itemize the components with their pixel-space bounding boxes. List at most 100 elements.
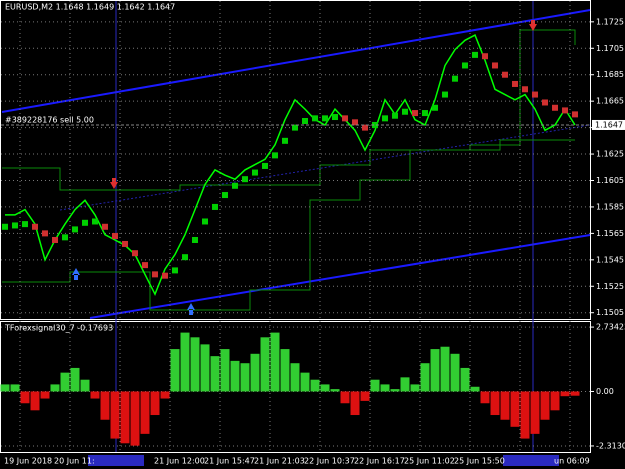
trend-point — [442, 91, 448, 98]
histogram-bar — [90, 391, 100, 399]
trend-point — [42, 230, 48, 237]
envelope-lower — [2, 139, 575, 311]
y-tick-label: 0.00 — [596, 387, 614, 396]
trend-point — [262, 162, 268, 169]
trend-point — [12, 222, 18, 229]
trend-point — [432, 104, 438, 111]
trend-point — [282, 137, 288, 144]
histogram-bar — [140, 391, 150, 434]
chart-title: EURUSD,M2 1.1648 1.1649 1.1642 1.1647 — [5, 3, 175, 12]
trend-point — [222, 192, 228, 199]
x-tick-label: 25 Jun 15:50 — [454, 457, 505, 466]
histogram-bar — [340, 391, 350, 404]
histogram-bar — [550, 391, 560, 411]
trend-point — [62, 234, 68, 241]
buy-arrow — [72, 268, 80, 280]
trend-point — [332, 114, 338, 121]
trend-point — [152, 271, 158, 278]
trend-point — [532, 91, 538, 98]
trend-point — [242, 176, 248, 183]
histogram-bar — [280, 349, 290, 392]
x-tick-label: 25 Jun 11:02 — [404, 457, 455, 466]
x-tick-label: 19 Jun 2018 — [4, 457, 52, 466]
trend-point — [302, 117, 308, 124]
trend-point — [202, 218, 208, 225]
buy-arrow — [187, 303, 195, 315]
trend-point — [22, 221, 28, 228]
histogram-bar — [50, 384, 60, 392]
trend-point — [272, 152, 278, 159]
histogram-bar — [420, 363, 430, 392]
y-tick-label: 1.1685 — [596, 70, 624, 79]
y-tick-label: 1.1545 — [596, 255, 624, 264]
x-tick-label: 22 Jun 16:17 — [354, 457, 405, 466]
trend-point — [142, 262, 148, 269]
trend-point — [162, 272, 168, 279]
trend-point — [472, 51, 478, 58]
y-tick-label: 1.1705 — [596, 44, 624, 53]
histogram-bar — [180, 332, 190, 392]
channel-lower — [89, 234, 591, 319]
trend-point — [172, 267, 178, 274]
histogram-bar — [60, 372, 70, 392]
trend-point — [412, 110, 418, 117]
histogram-bar — [270, 332, 280, 392]
trend-point — [402, 108, 408, 115]
histogram-bar — [330, 389, 340, 392]
x-tick-label: un 06:09 — [554, 457, 590, 466]
trend-point — [572, 111, 578, 118]
trend-point — [2, 223, 8, 230]
histogram-bar — [430, 349, 440, 392]
histogram-bar — [540, 391, 550, 420]
histogram-bar — [20, 391, 30, 404]
histogram-bar — [380, 384, 390, 392]
x-tick-label: 21 Jun 15:47 — [204, 457, 255, 466]
trend-point — [492, 62, 498, 69]
histogram-bar — [130, 391, 140, 446]
histogram-bar — [560, 391, 570, 397]
trend-point — [312, 115, 318, 122]
histogram-bar — [370, 379, 380, 392]
trend-point — [562, 107, 568, 114]
trend-point — [342, 115, 348, 122]
trend-point — [82, 219, 88, 226]
trend-point — [212, 203, 218, 210]
histogram-bar — [470, 386, 480, 392]
trend-point — [292, 124, 298, 131]
histogram-bar — [440, 346, 450, 392]
histogram-bar — [240, 363, 250, 392]
trend-point — [422, 110, 428, 117]
trend-point — [372, 121, 378, 128]
price-line — [5, 34, 576, 297]
y-tick-label: 2.73423 — [596, 323, 625, 332]
histogram-bar — [290, 363, 300, 392]
y-tick-label: 1.1605 — [596, 176, 624, 185]
y-tick-label: 1.1505 — [596, 308, 624, 317]
histogram-bar — [120, 391, 130, 444]
histogram-bar — [200, 344, 210, 392]
histogram-bar — [150, 391, 160, 416]
trend-point — [502, 71, 508, 78]
histogram-bar — [510, 391, 520, 427]
histogram-bar — [70, 367, 80, 392]
sell-arrow — [110, 178, 118, 189]
histogram-bar — [170, 349, 180, 392]
y-tick-label: 1.1525 — [596, 282, 624, 291]
trend-point — [382, 115, 388, 122]
histogram-bar — [310, 379, 320, 392]
histogram-bar — [250, 353, 260, 392]
histogram-bar — [110, 391, 120, 439]
trend-point — [112, 233, 118, 240]
y-tick-label: 1.1725 — [596, 17, 624, 26]
histogram-bar — [100, 391, 110, 420]
histogram-bar — [190, 337, 200, 392]
histogram-bar — [400, 377, 410, 392]
trend-point — [482, 53, 488, 60]
histogram-bar — [500, 391, 510, 420]
histogram-bar — [480, 391, 490, 404]
trend-point — [132, 250, 138, 257]
trend-point — [552, 104, 558, 111]
histogram-bar — [40, 391, 50, 399]
histogram-bar — [300, 372, 310, 392]
histogram-bar — [160, 391, 170, 399]
